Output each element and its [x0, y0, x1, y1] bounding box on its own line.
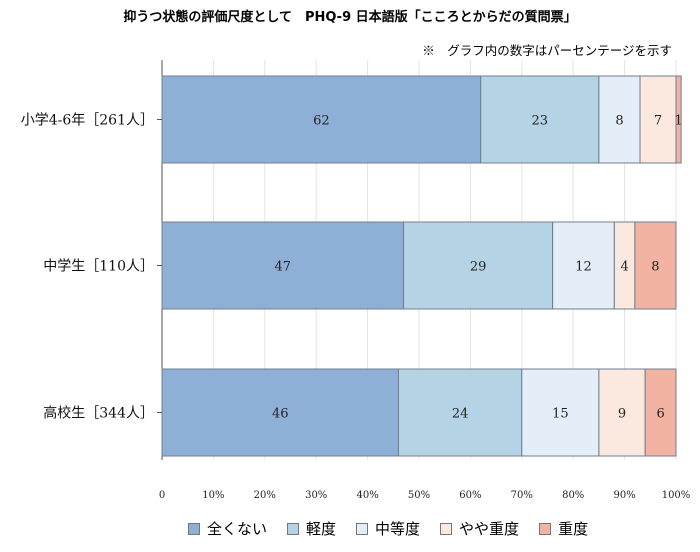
data-label: 6: [656, 407, 664, 422]
x-tick-label: 30%: [305, 490, 327, 501]
bar-segment: [598, 75, 641, 164]
bar-segment: [675, 75, 682, 164]
legend-item: 全くない: [188, 518, 267, 539]
legend-swatch: [440, 522, 453, 535]
data-label: 23: [532, 114, 549, 129]
category-label: 高校生［344人］: [43, 405, 154, 422]
bar-segment: [552, 221, 615, 310]
x-tick-label: 50%: [408, 490, 430, 501]
data-label: 46: [272, 407, 289, 422]
data-label: 24: [452, 407, 469, 422]
x-tick-label: 80%: [562, 490, 584, 501]
x-tick-label: 90%: [613, 490, 635, 501]
bar-segment: [521, 368, 600, 457]
x-tick-label: 20%: [254, 490, 276, 501]
bar-segment: [634, 221, 677, 310]
chart-legend: 全くない 軽度 中等度 やや重度 重度: [188, 518, 588, 539]
data-label: 9: [618, 407, 626, 422]
x-tick-label: 10%: [202, 490, 224, 501]
bar-segment: [598, 368, 646, 457]
legend-item: 重度: [539, 518, 588, 539]
chart-note: ※ グラフ内の数字はパーセンテージを示す: [422, 43, 672, 58]
x-tick-label: 0: [159, 490, 165, 501]
x-tick-label: 100%: [662, 490, 691, 501]
legend-swatch: [356, 522, 369, 535]
data-label: 47: [275, 260, 292, 275]
data-label: 8: [651, 260, 659, 275]
data-label: 1: [674, 114, 682, 129]
category-label: 小学4-6年［261人］: [21, 113, 154, 129]
data-label: 7: [654, 114, 662, 129]
legend-item: 中等度: [356, 518, 420, 539]
data-label: 4: [620, 260, 628, 275]
legend-swatch: [188, 522, 200, 535]
legend-label: 全くない: [207, 520, 268, 538]
data-label: 62: [313, 114, 330, 129]
legend-item: やや重度: [440, 518, 519, 539]
bar-segment: [161, 368, 399, 457]
bar-segment: [480, 75, 600, 164]
bar-segment: [397, 368, 523, 457]
x-tick-label: 40%: [356, 490, 378, 501]
legend-label: 重度: [558, 520, 589, 538]
chart-title: 抑うつ状態の評価尺度として PHQ-9 日本語版「こころとからだの質問票」: [123, 10, 577, 25]
legend-swatch: [539, 522, 552, 535]
legend-label: やや重度: [459, 520, 520, 538]
bar-segment: [639, 75, 677, 164]
legend-item: 軽度: [287, 518, 336, 539]
x-tick-label: 60%: [459, 490, 481, 501]
category-label: 中学生［110人］: [43, 259, 154, 275]
legend-label: 軽度: [306, 520, 337, 538]
x-tick-label: 70%: [511, 490, 533, 501]
data-label: 12: [575, 260, 592, 275]
data-label: 29: [470, 260, 487, 275]
data-label: 8: [615, 114, 623, 129]
legend-label: 中等度: [375, 520, 421, 538]
legend-swatch: [287, 522, 300, 535]
data-label: 15: [552, 407, 569, 422]
bar-segment: [644, 368, 677, 457]
bar-segment: [403, 221, 554, 310]
